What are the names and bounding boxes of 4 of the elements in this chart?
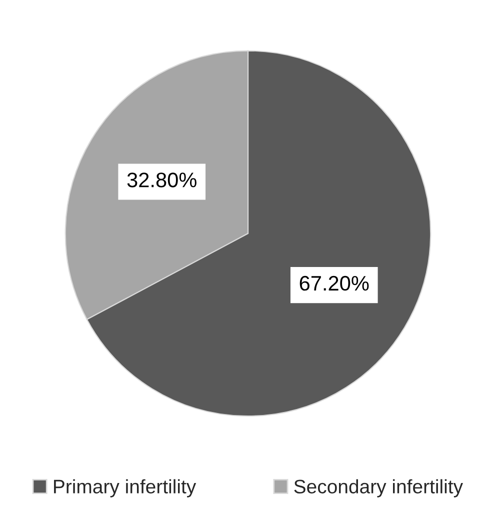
legend-label: Primary infertility (54, 479, 196, 498)
data-label: 32.80% (127, 172, 196, 188)
data-label: 67.20% (300, 276, 369, 291)
legend-label: Secondary infertility (294, 479, 463, 498)
